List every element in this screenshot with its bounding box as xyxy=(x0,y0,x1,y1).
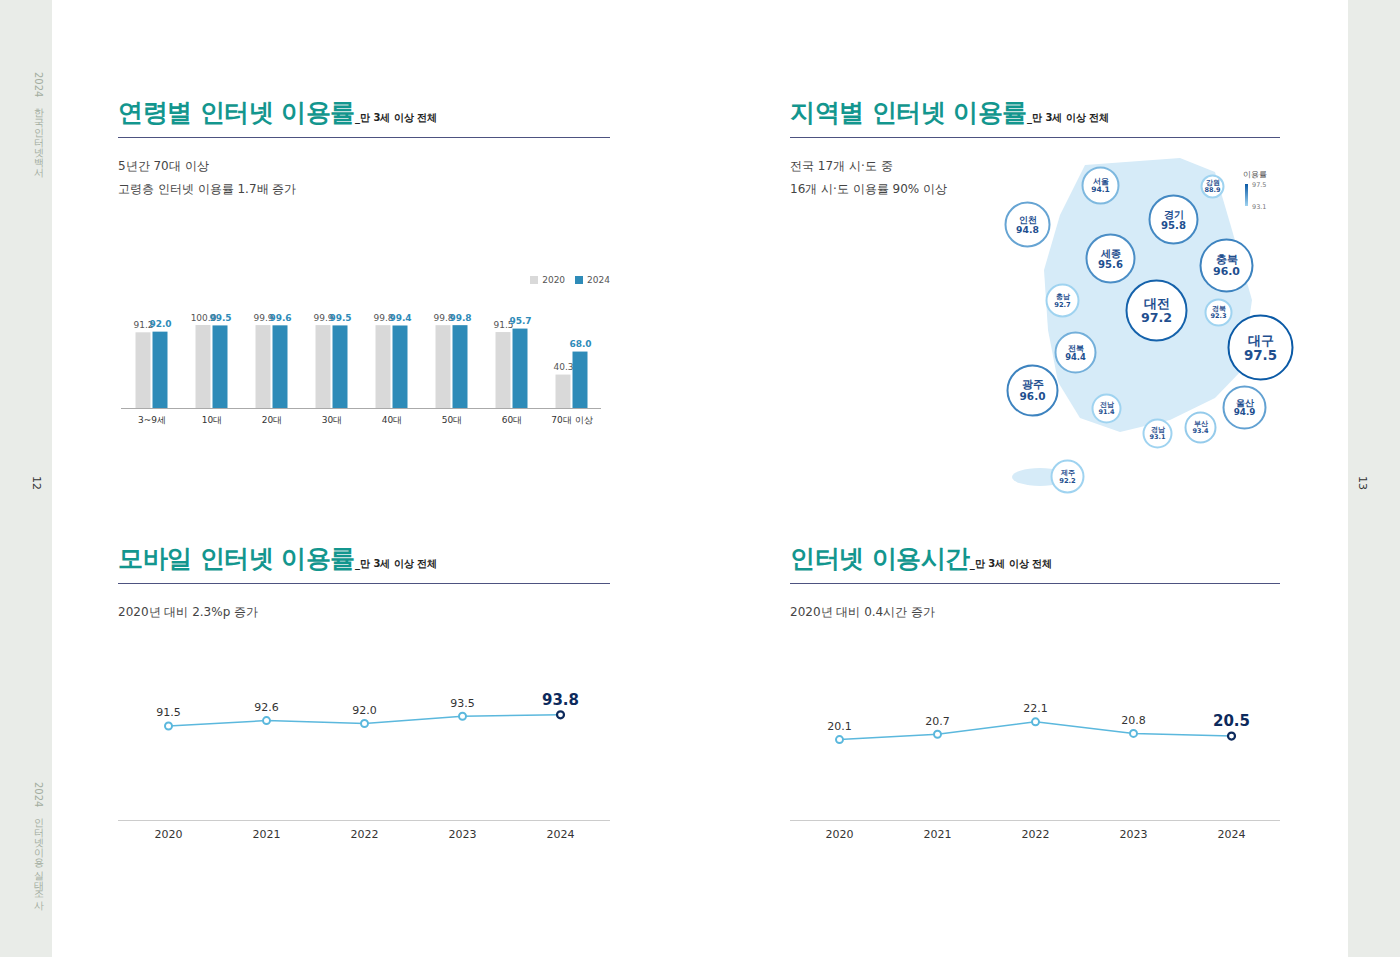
html-text:전국 17개 시·도 중: 전국 17개 시·도 중 xyxy=(790,159,893,173)
svg-text:93.1: 93.1 xyxy=(1252,203,1266,211)
html-text:_만 3세 이상 전체: _만 3세 이상 전체 xyxy=(1026,112,1110,123)
html-text:모바일 인터넷 이용률: 모바일 인터넷 이용률 xyxy=(118,544,355,573)
svg-text:서울94.1: 서울94.1 xyxy=(1091,177,1110,194)
svg-text:99.5: 99.5 xyxy=(209,313,231,323)
svg-text:99.8: 99.8 xyxy=(433,312,454,323)
svg-text:2022: 2022 xyxy=(1022,828,1050,841)
svg-text:68.0: 68.0 xyxy=(569,339,591,349)
svg-text:경기95.8: 경기95.8 xyxy=(1161,209,1186,231)
svg-text:전남91.4: 전남91.4 xyxy=(1098,401,1115,416)
html-text:연령별 인터넷 이용률: 연령별 인터넷 이용률 xyxy=(118,98,355,127)
html-text:고령층 인터넷 이용률 1.7배 증가: 고령층 인터넷 이용률 1.7배 증가 xyxy=(118,182,297,196)
svg-text:60대: 60대 xyxy=(502,415,522,425)
svg-text:2024: 2024 xyxy=(1218,828,1246,841)
svg-text:2022: 2022 xyxy=(351,828,379,841)
svg-text:100.0: 100.0 xyxy=(190,312,217,323)
svg-text:91.5: 91.5 xyxy=(493,319,514,330)
svg-text:제주92.2: 제주92.2 xyxy=(1059,469,1076,484)
svg-text:2024: 2024 xyxy=(547,828,575,841)
svg-text:93.5: 93.5 xyxy=(450,697,475,710)
svg-text:20.8: 20.8 xyxy=(1121,714,1146,727)
svg-text:경북92.3: 경북92.3 xyxy=(1210,305,1226,320)
svg-text:경남93.1: 경남93.1 xyxy=(1149,426,1166,441)
svg-text:40대: 40대 xyxy=(382,415,402,425)
svg-text:2021: 2021 xyxy=(924,828,952,841)
html-text:2020년 대비 2.3%p 증가: 2020년 대비 2.3%p 증가 xyxy=(118,605,259,619)
svg-text:91.2: 91.2 xyxy=(133,319,154,330)
svg-text:92.0: 92.0 xyxy=(149,319,171,329)
svg-text:50대: 50대 xyxy=(442,415,462,425)
svg-text:2023: 2023 xyxy=(1120,828,1148,841)
svg-text:2020: 2020 xyxy=(155,828,183,841)
svg-text:91.5: 91.5 xyxy=(156,706,181,719)
svg-text:20.1: 20.1 xyxy=(827,720,852,733)
svg-text:99.4: 99.4 xyxy=(389,313,411,323)
svg-text:전북94.4: 전북94.4 xyxy=(1065,343,1086,362)
svg-text:광주96.0: 광주96.0 xyxy=(1020,378,1046,402)
svg-text:강원88.9: 강원88.9 xyxy=(1204,179,1221,194)
svg-text:대구97.5: 대구97.5 xyxy=(1244,333,1277,363)
html-text:2020년 대비 0.4시간 증가: 2020년 대비 0.4시간 증가 xyxy=(790,605,936,619)
svg-text:99.8: 99.8 xyxy=(373,312,394,323)
html-text:인터넷 이용시간: 인터넷 이용시간 xyxy=(790,544,970,573)
svg-text:2021: 2021 xyxy=(253,828,281,841)
svg-text:세종95.6: 세종95.6 xyxy=(1098,248,1123,270)
svg-text:이용률: 이용률 xyxy=(1243,170,1267,179)
svg-text:92.0: 92.0 xyxy=(352,704,377,717)
svg-text:22.1: 22.1 xyxy=(1023,702,1048,715)
html-text:_만 3세 이상 전체: _만 3세 이상 전체 xyxy=(354,112,438,123)
svg-text:99.9: 99.9 xyxy=(313,312,334,323)
svg-text:울산94.9: 울산94.9 xyxy=(1234,398,1256,418)
html-text:12: 12 xyxy=(30,476,43,490)
svg-text:충북96.0: 충북96.0 xyxy=(1213,253,1240,278)
html-text:16개 시·도 이용률 90% 이상: 16개 시·도 이용률 90% 이상 xyxy=(790,182,947,196)
svg-text:95.7: 95.7 xyxy=(509,316,531,326)
svg-text:92.6: 92.6 xyxy=(254,701,279,714)
html-text:2024 한국인터넷백서: 2024 한국인터넷백서 xyxy=(33,72,44,171)
svg-text:인천94.8: 인천94.8 xyxy=(1016,214,1039,235)
svg-text:40.3: 40.3 xyxy=(553,362,573,372)
svg-text:충남92.7: 충남92.7 xyxy=(1054,293,1071,308)
svg-text:93.8: 93.8 xyxy=(542,691,579,709)
html-text:5년간 70대 이상: 5년간 70대 이상 xyxy=(118,159,209,173)
svg-text:2020: 2020 xyxy=(826,828,854,841)
html-text:13: 13 xyxy=(1356,476,1369,490)
svg-text:99.9: 99.9 xyxy=(253,312,274,323)
svg-text:20.5: 20.5 xyxy=(1213,712,1250,730)
html-text:_만 3세 이상 전체: _만 3세 이상 전체 xyxy=(969,558,1053,569)
svg-text:99.5: 99.5 xyxy=(329,313,351,323)
svg-text:부산93.4: 부산93.4 xyxy=(1192,420,1209,435)
svg-text:99.8: 99.8 xyxy=(449,313,471,323)
svg-text:3~9세: 3~9세 xyxy=(138,415,166,425)
html-text:지역별 인터넷 이용률: 지역별 인터넷 이용률 xyxy=(790,98,1027,127)
svg-text:20대: 20대 xyxy=(262,415,282,425)
svg-text:20.7: 20.7 xyxy=(925,715,950,728)
html-text:2020: 2020 xyxy=(542,275,566,285)
svg-text:70대 이상: 70대 이상 xyxy=(551,415,592,425)
svg-text:99.6: 99.6 xyxy=(269,313,291,323)
svg-text:대전97.2: 대전97.2 xyxy=(1141,296,1172,325)
svg-text:2023: 2023 xyxy=(449,828,477,841)
html-text:2024: 2024 xyxy=(587,275,610,285)
html-text:_만 3세 이상 전체: _만 3세 이상 전체 xyxy=(354,558,438,569)
svg-text:30대: 30대 xyxy=(322,415,342,425)
svg-text:10대: 10대 xyxy=(202,415,222,425)
svg-text:97.5: 97.5 xyxy=(1252,181,1266,189)
html-text:2024 인터넷이용 실태조사: 2024 인터넷이용 실태조사 xyxy=(33,782,44,904)
